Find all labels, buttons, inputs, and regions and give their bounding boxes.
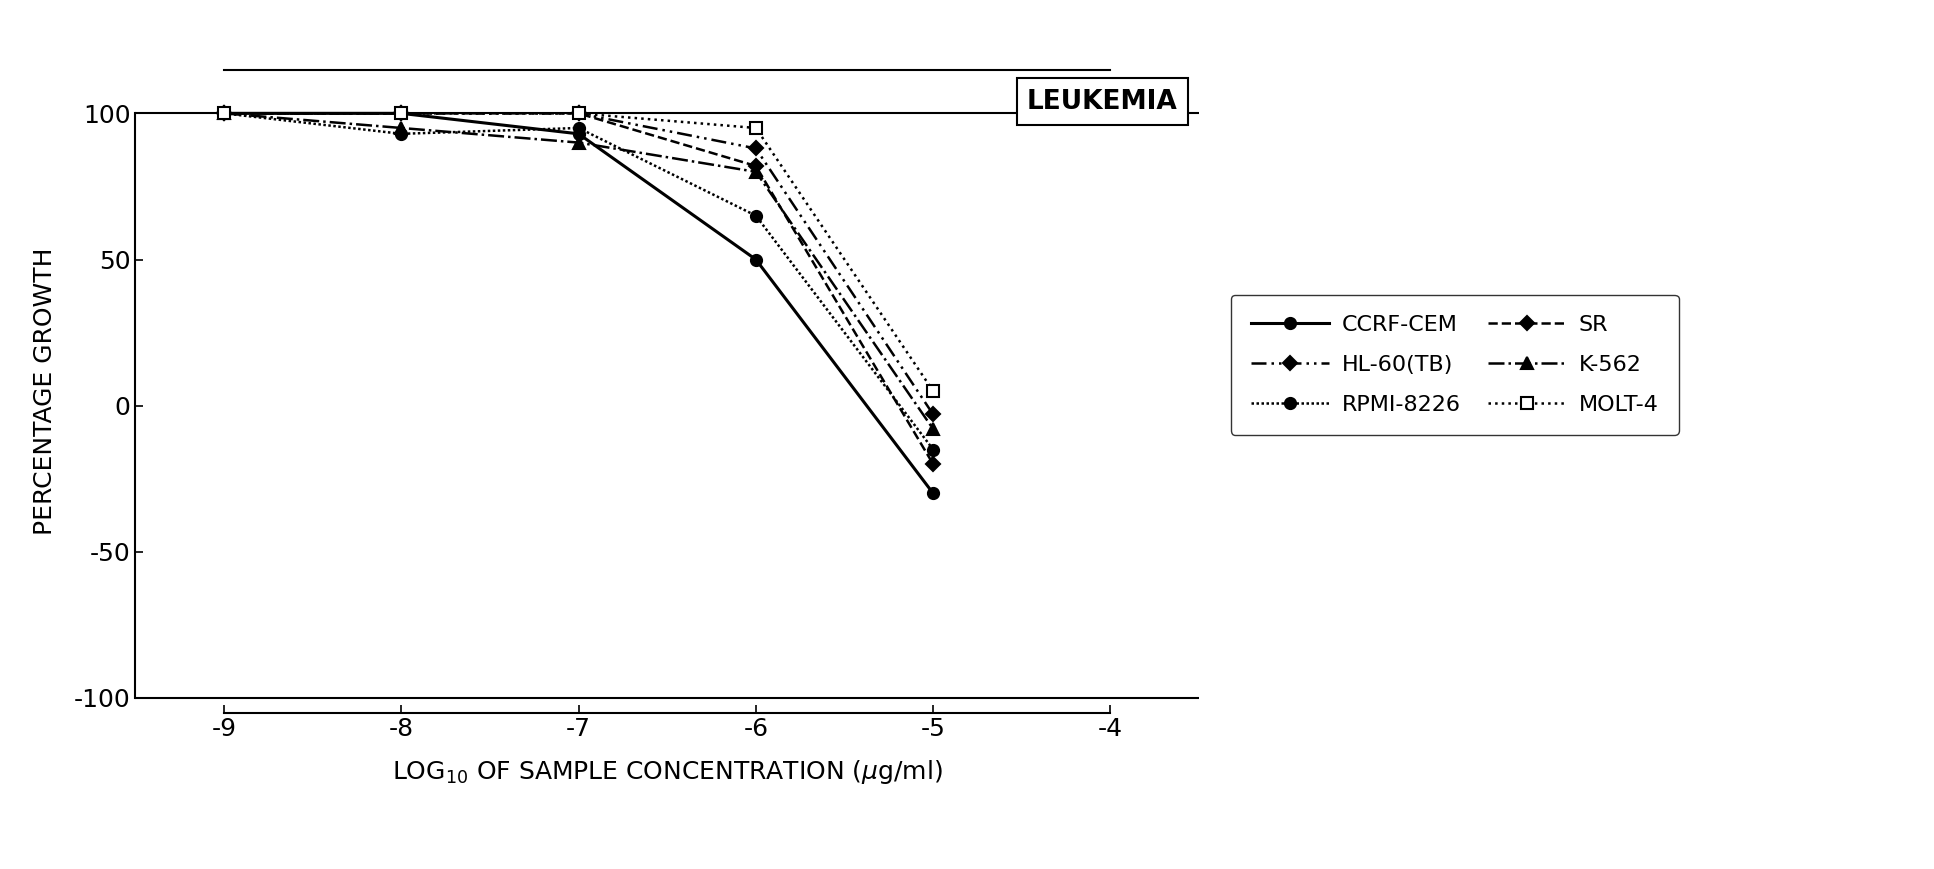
MOLT-4 [923, 386, 946, 396]
Line: RPMI-8226: RPMI-8226 [219, 108, 938, 455]
MOLT-4 [213, 108, 236, 118]
RPMI-8226 [391, 129, 414, 139]
SR [213, 108, 236, 118]
Text: LEUKEMIA: LEUKEMIA [1027, 89, 1178, 115]
X-axis label: LOG$_{10}$ OF SAMPLE CONCENTRATION ($\mu$g/ml): LOG$_{10}$ OF SAMPLE CONCENTRATION ($\mu… [393, 758, 942, 786]
HL-60(TB) [745, 143, 768, 154]
SR [391, 108, 414, 118]
HL-60(TB) [923, 409, 946, 420]
Legend: CCRF-CEM, HL-60(TB), RPMI-8226, SR, K-562, MOLT-4: CCRF-CEM, HL-60(TB), RPMI-8226, SR, K-56… [1232, 295, 1679, 434]
Line: CCRF-CEM: CCRF-CEM [219, 108, 938, 499]
CCRF-CEM [567, 129, 590, 139]
K-562 [745, 167, 768, 177]
K-562 [567, 137, 590, 148]
K-562 [923, 424, 946, 434]
MOLT-4 [567, 108, 590, 118]
MOLT-4 [391, 108, 414, 118]
CCRF-CEM [391, 108, 414, 118]
Line: MOLT-4: MOLT-4 [219, 108, 938, 396]
CCRF-CEM [213, 108, 236, 118]
MOLT-4 [745, 123, 768, 133]
Line: K-562: K-562 [219, 108, 938, 434]
CCRF-CEM [923, 488, 946, 499]
SR [567, 108, 590, 118]
RPMI-8226 [745, 210, 768, 221]
RPMI-8226 [923, 444, 946, 454]
Y-axis label: PERCENTAGE GROWTH: PERCENTAGE GROWTH [33, 248, 58, 534]
RPMI-8226 [567, 123, 590, 133]
K-562 [391, 123, 414, 133]
K-562 [213, 108, 236, 118]
Line: HL-60(TB): HL-60(TB) [219, 109, 938, 420]
CCRF-CEM [745, 255, 768, 265]
SR [745, 161, 768, 171]
HL-60(TB) [391, 108, 414, 118]
SR [923, 459, 946, 469]
RPMI-8226 [213, 108, 236, 118]
HL-60(TB) [567, 108, 590, 118]
Line: SR: SR [219, 109, 938, 469]
HL-60(TB) [213, 108, 236, 118]
